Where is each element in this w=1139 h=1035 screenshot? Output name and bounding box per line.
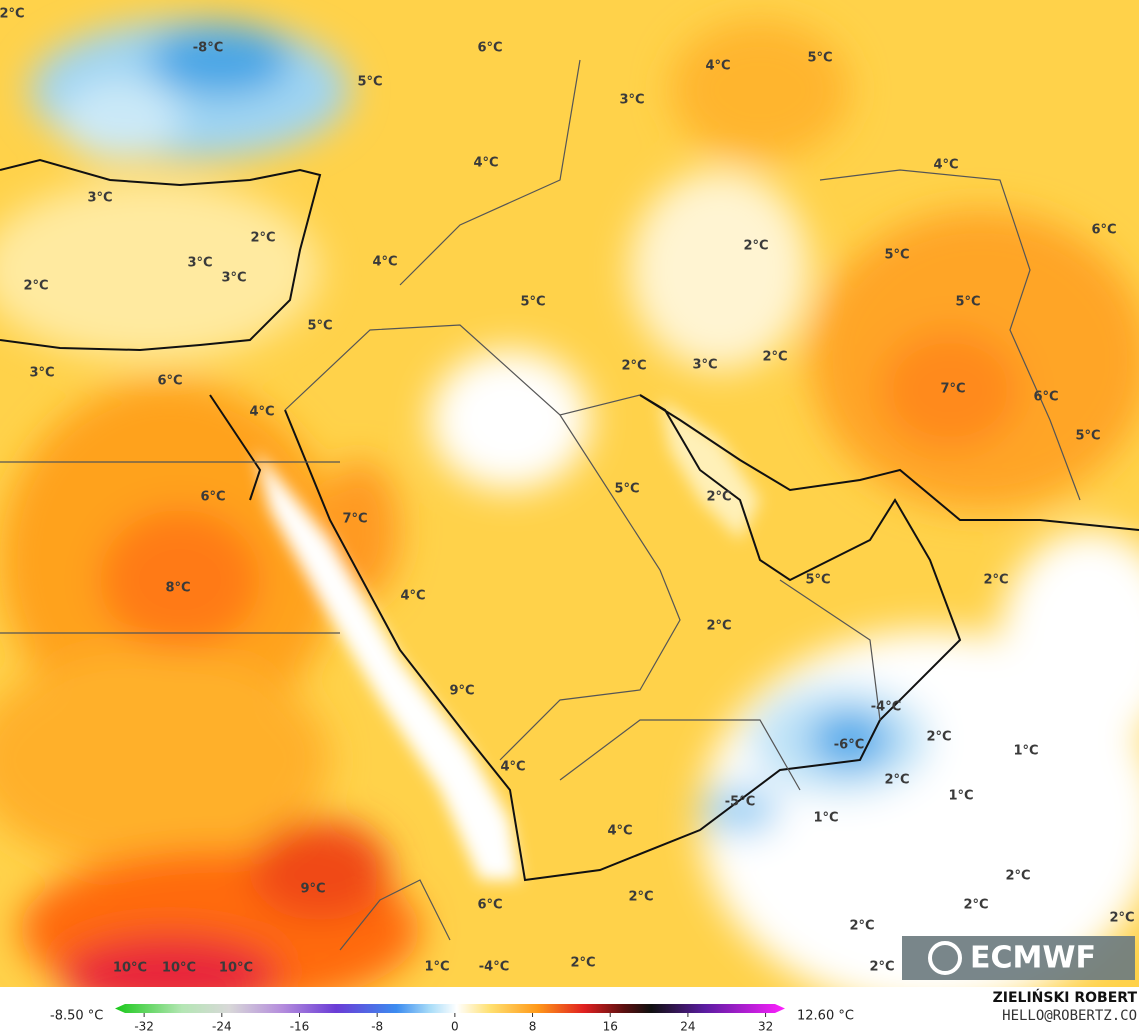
temperature-label: 4°C (473, 156, 498, 171)
sea-areas (255, 400, 760, 880)
temperature-label: 2°C (849, 919, 874, 934)
temperature-label: 5°C (357, 75, 382, 90)
temperature-label: 3°C (29, 366, 54, 381)
temperature-label: 6°C (477, 898, 502, 913)
colorbar-tick-label: 32 (758, 1020, 773, 1034)
colorbar-tick-label: -32 (134, 1020, 154, 1034)
logo-icon (928, 941, 962, 975)
colorbar-max-label: 12.60 °C (797, 1009, 854, 1024)
temperature-label: -8°C (193, 41, 223, 56)
temperature-label: 5°C (805, 573, 830, 588)
contact: HELLO@ROBERTZ.CO (1002, 1008, 1137, 1024)
temperature-label: 3°C (221, 271, 246, 286)
map-labels: 2°C -8°C 6°C 4°C 5°C 5°C 3°C 4°C 4°C 3°C 2°C 6°C 3°C… (0, 7, 1135, 976)
temperature-label: -6°C (834, 738, 864, 753)
temperature-label: 4°C (400, 589, 425, 604)
temperature-label: 2°C (0, 7, 25, 22)
temperature-label: 4°C (705, 59, 730, 74)
temperature-label: 3°C (692, 358, 717, 373)
temperature-label: 4°C (933, 158, 958, 173)
borders (0, 59, 1081, 951)
temperature-label: 6°C (200, 490, 225, 505)
temperature-label: 6°C (477, 41, 502, 56)
temperature-label: 6°C (1033, 390, 1058, 405)
temperature-label: 2°C (869, 960, 894, 975)
colorbar-tick-label: -16 (290, 1020, 310, 1034)
colorbar-tick-label: 24 (680, 1020, 695, 1034)
temperature-label: 1°C (813, 811, 838, 826)
colorbar-ramp (115, 1004, 785, 1013)
temperature-label: 1°C (1013, 744, 1038, 759)
colorbar-tick-label: 0 (451, 1020, 459, 1034)
temperature-label: 5°C (307, 319, 332, 334)
temperature-label: 4°C (249, 405, 274, 420)
colorbar-tick-label: 8 (529, 1020, 537, 1034)
temperature-label: 2°C (706, 619, 731, 634)
temperature-label: 2°C (926, 730, 951, 745)
temperature-label: 2°C (570, 956, 595, 971)
temperature-label: 9°C (300, 882, 325, 897)
temperature-label: 3°C (187, 256, 212, 271)
temperature-label: 3°C (619, 93, 644, 108)
temperature-label: 2°C (621, 359, 646, 374)
temperature-label: 10°C (162, 961, 196, 976)
temperature-label: 4°C (500, 760, 525, 775)
temperature-label: 4°C (607, 824, 632, 839)
temperature-label: 1°C (424, 960, 449, 975)
temperature-label: 2°C (23, 279, 48, 294)
temperature-label: -5°C (725, 795, 755, 810)
colorbar-tick-label: -8 (371, 1020, 383, 1034)
temperature-label: 2°C (983, 573, 1008, 588)
temperature-label: 2°C (706, 490, 731, 505)
logo-box: ECMWF (902, 936, 1135, 980)
temperature-label: 2°C (963, 898, 988, 913)
colorbar-tick-label: -24 (212, 1020, 232, 1034)
temperature-label: 2°C (884, 773, 909, 788)
temperature-label: 2°C (250, 231, 275, 246)
temperature-label: 3°C (87, 191, 112, 206)
temperature-label: 5°C (955, 295, 980, 310)
temperature-label: 10°C (113, 961, 147, 976)
temperature-label: 8°C (165, 581, 190, 596)
author: ZIELIŃSKI ROBERT (993, 988, 1138, 1006)
temperature-label: 9°C (449, 684, 474, 699)
temperature-label: 2°C (628, 890, 653, 905)
temperature-label: 7°C (940, 382, 965, 397)
temperature-label: 1°C (948, 789, 973, 804)
temperature-label: 5°C (1075, 429, 1100, 444)
temperature-field (0, 20, 1139, 987)
temperature-label: 5°C (614, 482, 639, 497)
temperature-label: 5°C (807, 51, 832, 66)
temperature-label: -4°C (479, 960, 509, 975)
temperature-label: 5°C (884, 248, 909, 263)
temperature-label: 2°C (1109, 911, 1134, 926)
temperature-label: 2°C (1005, 869, 1030, 884)
temperature-label: 2°C (743, 239, 768, 254)
temperature-label: 4°C (372, 255, 397, 270)
temperature-label: 2°C (762, 350, 787, 365)
temperature-label: 7°C (342, 512, 367, 527)
colorbar: -8.50 °C 12.60 °C -32 -24 -16 -8 0 8 16 24 32 (50, 1004, 854, 1034)
temperature-label: 6°C (1091, 223, 1116, 238)
temperature-label: -4°C (871, 700, 901, 715)
colorbar-min-label: -8.50 °C (50, 1009, 103, 1024)
temperature-label: 5°C (520, 295, 545, 310)
logo-text: ECMWF (970, 941, 1096, 976)
colorbar-tick-label: 16 (603, 1020, 618, 1034)
temperature-label: 10°C (219, 961, 253, 976)
temperature-label: 6°C (157, 374, 182, 389)
